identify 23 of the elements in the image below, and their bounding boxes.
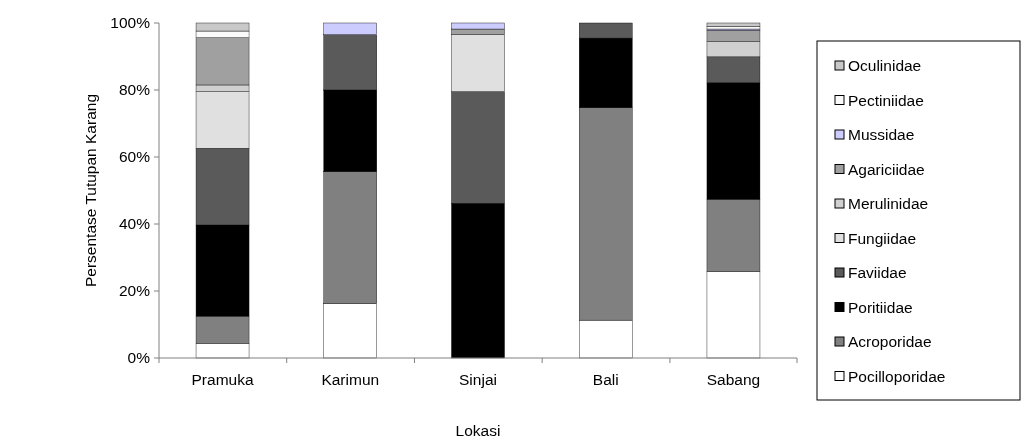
y-tick-label: 40% xyxy=(118,215,151,233)
y-tick-label: 60% xyxy=(118,148,151,166)
legend-label: Agariciidae xyxy=(848,160,925,178)
y-tick-label: 20% xyxy=(118,282,151,300)
legend-label: Pocilloporidae xyxy=(848,367,946,385)
legend-label: Faviidae xyxy=(848,264,907,282)
x-tick-label: Bali xyxy=(592,371,619,388)
y-tick-label: 100% xyxy=(110,14,151,32)
y-tick-label: 0% xyxy=(127,349,151,367)
y-tick-label: 80% xyxy=(118,81,151,99)
x-tick-label: Sinjai xyxy=(459,371,497,388)
x-tick-label: Karimun xyxy=(321,371,380,388)
legend-label: Fungiidae xyxy=(848,229,917,247)
legend-label: Mussidae xyxy=(848,126,915,144)
legend-label: Pectiniidae xyxy=(848,91,924,109)
legend-label: Acroporidae xyxy=(848,333,932,351)
legend-label: Merulinidae xyxy=(848,195,929,213)
x-tick-label: Sabang xyxy=(706,371,761,388)
x-tick-label: Pramuka xyxy=(191,371,254,388)
legend-label: Poritiidae xyxy=(848,298,913,316)
x-axis-title: Lokasi xyxy=(455,422,501,439)
y-axis-title: Persentase Tutupan Karang xyxy=(82,93,99,288)
legend-label: Oculinidae xyxy=(848,57,922,75)
